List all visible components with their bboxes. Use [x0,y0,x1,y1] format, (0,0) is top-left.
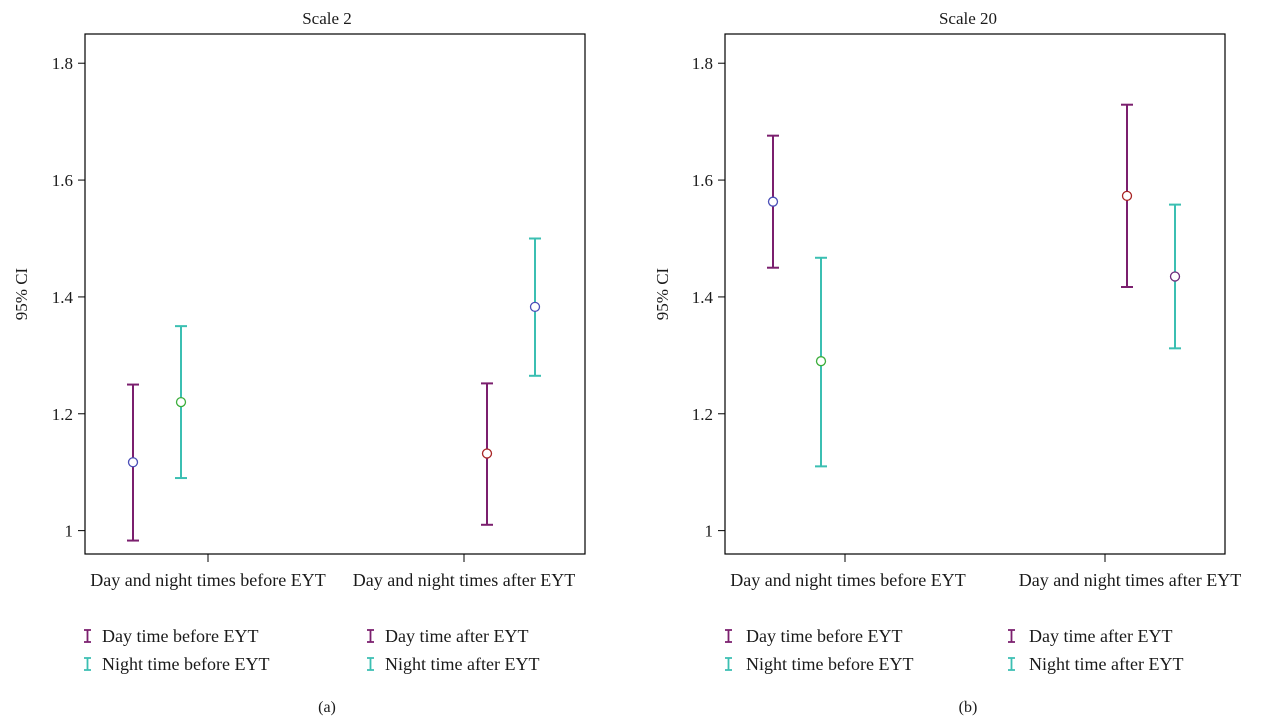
x-tick-label: Day and night times before EYT [730,570,965,590]
legend-swatch-night [367,657,374,671]
legend-swatch-day [725,629,732,643]
y-axis-label: 95% CI [12,267,31,320]
legend-swatch-night [725,657,732,671]
errorbar [1121,103,1133,288]
legend-item: Day time before EYT [84,626,258,646]
errorbar-series [767,103,1181,468]
legend-label: Day time before EYT [102,626,258,646]
legend-swatch-day [367,629,374,643]
x-ticks: Day and night times before EYT Day and n… [730,554,1241,590]
legend-label: Night time before EYT [102,654,269,674]
x-tick-label: Day and night times after EYT [353,570,575,590]
y-tick-label: 1.6 [52,171,73,190]
legend-item: Night time after EYT [367,654,539,674]
errorbar-series [127,237,541,542]
panel-label: (b) [959,699,978,716]
legend-swatch-night [84,657,91,671]
errorbar [815,256,827,468]
errorbar [767,134,779,269]
panel-b: Scale 20 95% CI 1 1.2 1.4 1.6 1.8 Day and ni… [653,9,1241,716]
panel-label: (a) [318,699,336,716]
y-tick-label: 1.8 [692,54,713,73]
panel-a: Scale 2 95% CI 1 1.2 1.4 1.6 1.8 Day and nig… [12,9,586,716]
mean-marker [481,448,493,459]
y-tick-label: 1 [65,522,74,541]
legend-item: Night time before EYT [84,654,269,674]
legend: Day time before EYT Day time after EYT N… [725,626,1183,674]
y-axis-label: 95% CI [653,267,672,320]
y-tick-label: 1.4 [692,288,714,307]
legend-swatch-day [84,629,91,643]
errorbar [1169,203,1181,350]
legend-label: Night time after EYT [385,654,539,674]
y-tick-label: 1.8 [52,54,73,73]
mean-marker [767,196,779,207]
axes-frame [84,33,586,555]
mean-marker [815,356,827,367]
y-ticks: 1 1.2 1.4 1.6 1.8 [52,54,85,541]
y-ticks: 1 1.2 1.4 1.6 1.8 [692,54,725,541]
chart-title: Scale 2 [302,9,352,28]
errorbar [127,383,139,542]
mean-marker [127,457,139,468]
x-tick-label: Day and night times before EYT [90,570,325,590]
legend-swatch-night [1008,657,1015,671]
legend-item: Day time before EYT [725,626,902,646]
mean-marker [1169,271,1181,282]
legend: Day time before EYT Day time after EYT N… [84,626,539,674]
errorbar [529,237,541,377]
legend-item: Day time after EYT [367,626,528,646]
mean-marker [1121,190,1133,201]
y-tick-label: 1.6 [692,171,713,190]
legend-label: Night time after EYT [1029,654,1183,674]
legend-swatch-day [1008,629,1015,643]
mean-marker [175,396,187,408]
y-tick-label: 1.2 [52,405,73,424]
x-tick-label: Day and night times after EYT [1019,570,1241,590]
legend-item: Night time after EYT [1008,654,1183,674]
chart-title: Scale 20 [939,9,997,28]
legend-label: Day time after EYT [385,626,528,646]
y-tick-label: 1.4 [52,288,74,307]
legend-item: Day time after EYT [1008,626,1172,646]
legend-label: Night time before EYT [746,654,913,674]
legend-label: Day time after EYT [1029,626,1172,646]
legend-item: Night time before EYT [725,654,913,674]
y-tick-label: 1.2 [692,405,713,424]
errorbar [481,382,493,526]
y-tick-label: 1 [705,522,714,541]
axes-frame [724,33,1226,555]
mean-marker [529,301,541,313]
legend-label: Day time before EYT [746,626,902,646]
errorbar [175,325,187,480]
x-ticks: Day and night times before EYT Day and n… [90,554,575,590]
